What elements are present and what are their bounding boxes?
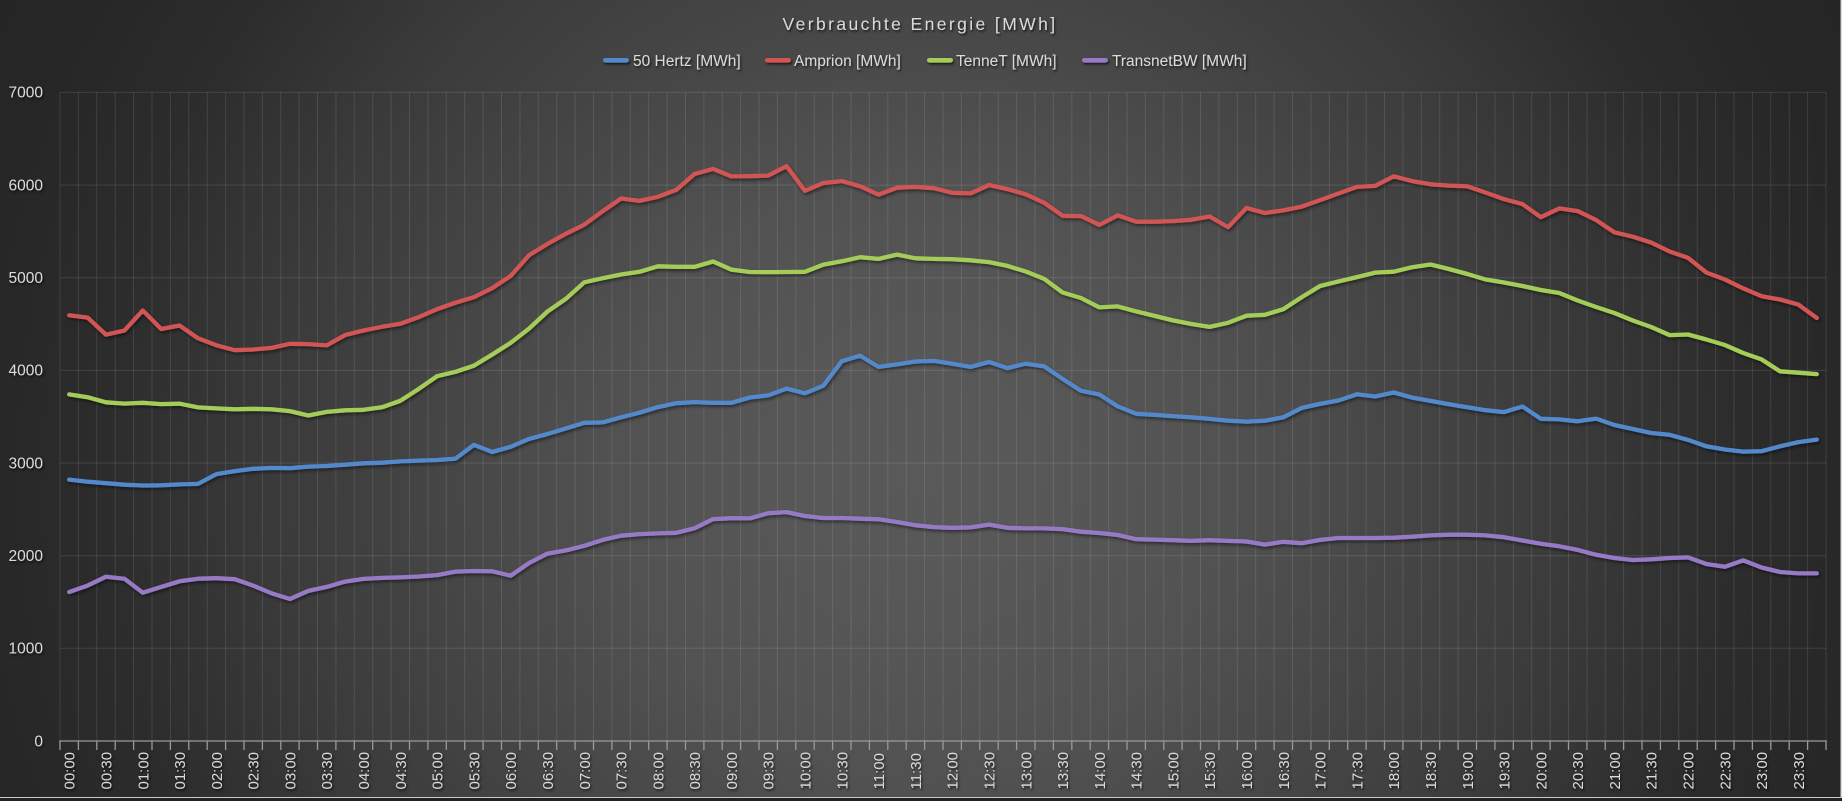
svg-text:21:30: 21:30 [1644, 752, 1661, 790]
svg-text:21:00: 21:00 [1607, 752, 1624, 790]
svg-text:16:00: 16:00 [1239, 752, 1256, 790]
svg-text:18:30: 18:30 [1423, 752, 1440, 790]
svg-text:19:30: 19:30 [1497, 752, 1514, 790]
svg-text:12:00: 12:00 [945, 752, 962, 790]
svg-text:23:30: 23:30 [1791, 752, 1808, 790]
svg-text:19:00: 19:00 [1460, 752, 1477, 790]
svg-text:07:00: 07:00 [577, 752, 594, 790]
svg-text:15:30: 15:30 [1202, 752, 1219, 790]
svg-text:17:30: 17:30 [1349, 752, 1366, 790]
svg-text:05:30: 05:30 [466, 752, 483, 790]
svg-text:00:00: 00:00 [62, 752, 79, 790]
svg-text:06:30: 06:30 [540, 752, 557, 790]
svg-text:4000: 4000 [9, 363, 44, 380]
svg-text:09:30: 09:30 [761, 752, 778, 790]
svg-text:15:00: 15:00 [1165, 752, 1182, 790]
svg-text:09:00: 09:00 [724, 752, 741, 790]
svg-text:3000: 3000 [9, 455, 44, 472]
svg-text:08:30: 08:30 [687, 752, 704, 790]
svg-text:12:30: 12:30 [982, 752, 999, 790]
svg-text:05:00: 05:00 [430, 752, 447, 790]
svg-text:06:00: 06:00 [503, 752, 520, 790]
svg-text:04:00: 04:00 [356, 752, 373, 790]
svg-text:18:00: 18:00 [1386, 752, 1403, 790]
svg-text:22:00: 22:00 [1681, 752, 1698, 790]
svg-text:5000: 5000 [9, 270, 44, 287]
svg-text:02:30: 02:30 [246, 752, 263, 790]
svg-text:20:00: 20:00 [1533, 752, 1550, 790]
svg-text:22:30: 22:30 [1717, 752, 1734, 790]
svg-text:TransnetBW [MWh]: TransnetBW [MWh] [1112, 53, 1247, 70]
svg-text:16:30: 16:30 [1276, 752, 1293, 790]
svg-text:1000: 1000 [9, 641, 44, 658]
svg-text:04:30: 04:30 [393, 752, 410, 790]
svg-text:13:00: 13:00 [1018, 752, 1035, 790]
svg-text:6000: 6000 [9, 177, 44, 194]
svg-text:08:00: 08:00 [650, 752, 667, 790]
svg-text:17:00: 17:00 [1313, 752, 1330, 790]
svg-text:02:00: 02:00 [209, 752, 226, 790]
svg-text:01:00: 01:00 [135, 752, 152, 790]
svg-text:Amprion [MWh]: Amprion [MWh] [794, 53, 901, 70]
svg-text:13:30: 13:30 [1055, 752, 1072, 790]
svg-text:14:30: 14:30 [1129, 752, 1146, 790]
svg-text:TenneT [MWh]: TenneT [MWh] [956, 53, 1057, 70]
svg-text:03:30: 03:30 [319, 752, 336, 790]
svg-text:20:30: 20:30 [1570, 752, 1587, 790]
svg-text:11:30: 11:30 [908, 753, 925, 789]
svg-text:7000: 7000 [9, 85, 44, 102]
svg-text:10:00: 10:00 [798, 752, 815, 790]
svg-text:11:00: 11:00 [871, 753, 888, 789]
svg-text:0: 0 [34, 733, 43, 750]
svg-text:Verbrauchte Energie [MWh]: Verbrauchte Energie [MWh] [783, 14, 1058, 34]
svg-text:00:30: 00:30 [99, 752, 116, 790]
svg-text:01:30: 01:30 [172, 752, 189, 790]
svg-text:10:30: 10:30 [834, 752, 851, 790]
svg-text:23:00: 23:00 [1754, 752, 1771, 790]
svg-text:03:00: 03:00 [282, 752, 299, 790]
svg-text:2000: 2000 [9, 548, 44, 565]
svg-text:07:30: 07:30 [614, 752, 631, 790]
svg-text:14:00: 14:00 [1092, 752, 1109, 790]
svg-text:50 Hertz [MWh]: 50 Hertz [MWh] [633, 53, 741, 70]
